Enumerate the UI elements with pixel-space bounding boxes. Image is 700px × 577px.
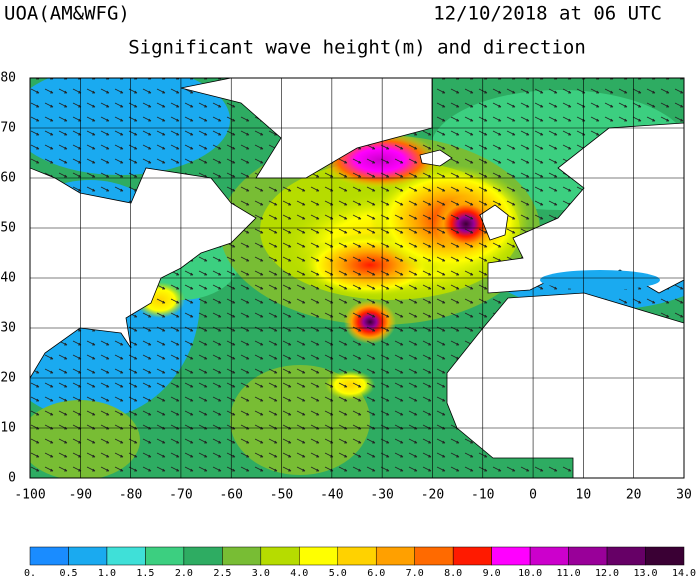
x-tick-label: 10 xyxy=(576,488,592,503)
colorbar-label: 8.0 xyxy=(444,568,462,577)
colorbar-segment xyxy=(68,546,108,566)
colorbar-segment xyxy=(145,546,185,566)
x-tick-label: 30 xyxy=(676,488,692,503)
wave-field xyxy=(30,78,684,478)
header-right: 12/10/2018 at 06 UTC xyxy=(433,3,662,25)
colorbar-segment xyxy=(106,546,146,566)
colorbar-label: 1.0 xyxy=(98,568,116,577)
x-tick-label: -60 xyxy=(219,488,242,503)
colorbar-segment xyxy=(645,546,685,566)
colorbar-segment xyxy=(222,546,262,566)
y-tick-label: 50 xyxy=(0,221,16,236)
x-tick-label: -90 xyxy=(69,488,92,503)
colorbar-segment xyxy=(183,546,223,566)
x-tick-label: -20 xyxy=(421,488,444,503)
colorbar-label: 2.0 xyxy=(175,568,193,577)
y-tick-label: 10 xyxy=(0,421,16,436)
colorbar-label: 0.5 xyxy=(59,568,77,577)
x-tick-label: -70 xyxy=(169,488,192,503)
colorbar-segment xyxy=(491,546,531,566)
colorbar-label: 0. xyxy=(24,568,36,577)
colorbar-segment xyxy=(606,546,646,566)
colorbar-segment xyxy=(29,546,69,566)
colorbar-label: 11.0 xyxy=(557,568,581,577)
y-tick-label: 0 xyxy=(8,471,16,486)
map-title: Significant wave height(m) and direction xyxy=(128,37,586,59)
x-tick-label: 20 xyxy=(626,488,642,503)
header-left: UOA(AM&WFG) xyxy=(4,3,130,25)
x-tick-label: -50 xyxy=(270,488,293,503)
y-tick-label: 70 xyxy=(0,121,16,136)
y-tick-label: 40 xyxy=(0,271,16,286)
colorbar-label: 4.0 xyxy=(290,568,308,577)
colorbar-label: 12.0 xyxy=(595,568,619,577)
colorbar-segment xyxy=(529,546,569,566)
colorbar-label: 3.0 xyxy=(252,568,270,577)
colorbar-segment xyxy=(260,546,300,566)
x-tick-label: 0 xyxy=(529,488,537,503)
colorbar-label: 10.0 xyxy=(518,568,542,577)
y-tick-label: 30 xyxy=(0,321,16,336)
colorbar-segment xyxy=(452,546,492,566)
colorbar-label: 6.0 xyxy=(367,568,385,577)
x-tick-label: -100 xyxy=(14,488,45,503)
x-tick-label: -40 xyxy=(320,488,343,503)
colorbar-segment xyxy=(299,546,339,566)
colorbar-label: 5.0 xyxy=(329,568,347,577)
colorbar-label: 14.0 xyxy=(672,568,696,577)
x-tick-label: -30 xyxy=(370,488,393,503)
colorbar-segment xyxy=(414,546,454,566)
colorbar-label: 9.0 xyxy=(483,568,501,577)
colorbar-label: 13.0 xyxy=(633,568,657,577)
colorbar-segment xyxy=(568,546,608,566)
colorbar-segment xyxy=(375,546,415,566)
colorbar-label: 1.5 xyxy=(136,568,154,577)
x-tick-label: -80 xyxy=(119,488,142,503)
colorbar-label: 2.5 xyxy=(213,568,231,577)
colorbar-label: 7.0 xyxy=(406,568,424,577)
x-tick-label: -10 xyxy=(471,488,494,503)
colorbar-segment xyxy=(337,546,377,566)
y-tick-label: 60 xyxy=(0,171,16,186)
y-tick-label: 80 xyxy=(0,71,16,86)
y-tick-label: 20 xyxy=(0,371,16,386)
